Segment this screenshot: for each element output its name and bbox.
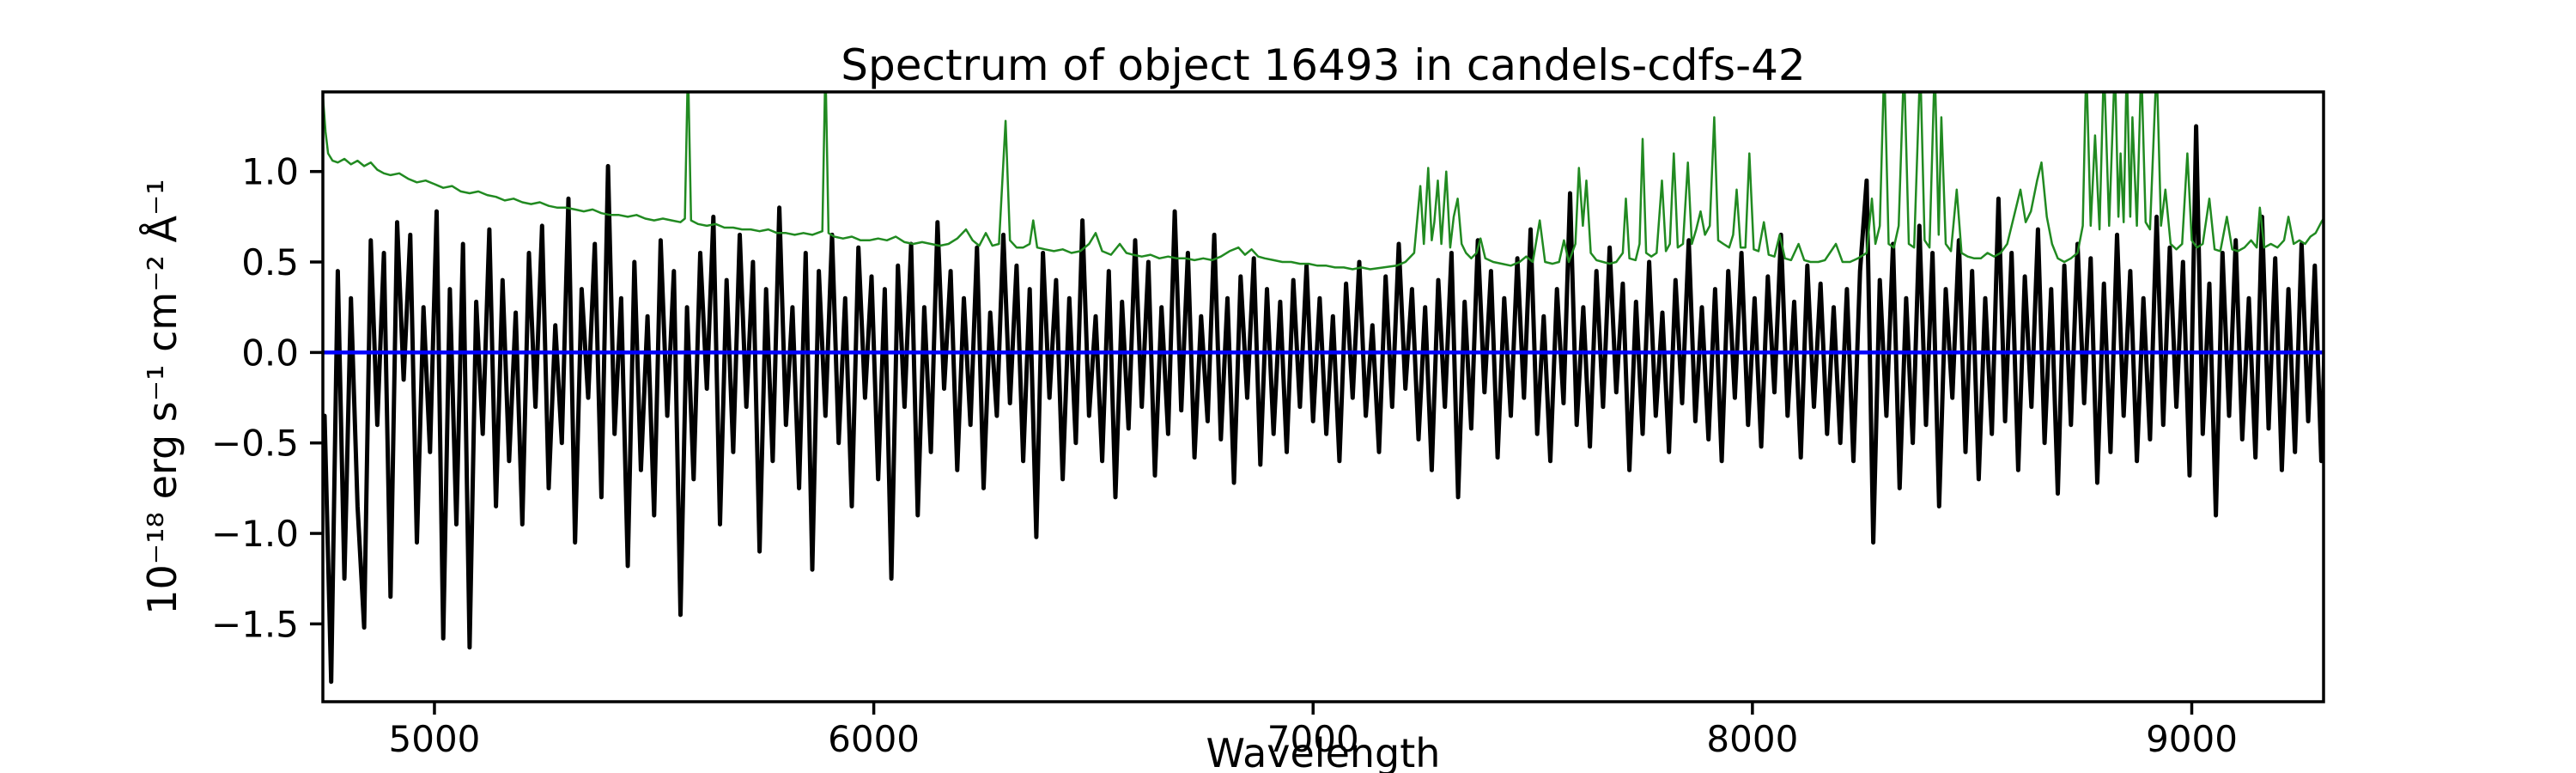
y-tick-label: −1.5	[211, 603, 299, 645]
x-tick-label: 9000	[2146, 718, 2238, 760]
y-tick-label: 0.0	[241, 332, 299, 374]
x-axis-label: Wavelength	[1206, 730, 1441, 773]
y-tick-label: 0.5	[241, 241, 299, 283]
y-tick-label: −1.0	[211, 513, 299, 555]
x-tick-label: 5000	[389, 718, 481, 760]
data-layer	[323, 92, 2324, 685]
plot-title: Spectrum of object 16493 in candels-cdfs…	[841, 40, 1806, 90]
x-tick-label: 6000	[828, 718, 920, 760]
y-tick-label: 1.0	[241, 151, 299, 193]
x-tick-label: 8000	[1706, 718, 1798, 760]
x-tick-label: 7000	[1267, 718, 1359, 760]
noise-spectrum-line	[323, 92, 2324, 271]
flux-spectrum-line	[323, 124, 2324, 685]
tick-layer: 5000 6000 7000 8000 9000 −1.5 −1.0 −0.5 0.0 0.5 1.…	[211, 151, 2238, 760]
axes-frame	[321, 90, 2325, 703]
y-tick-label: −0.5	[211, 423, 299, 465]
y-axis-label: 10⁻¹⁸ erg s⁻¹ cm⁻² Å⁻¹	[139, 179, 185, 614]
